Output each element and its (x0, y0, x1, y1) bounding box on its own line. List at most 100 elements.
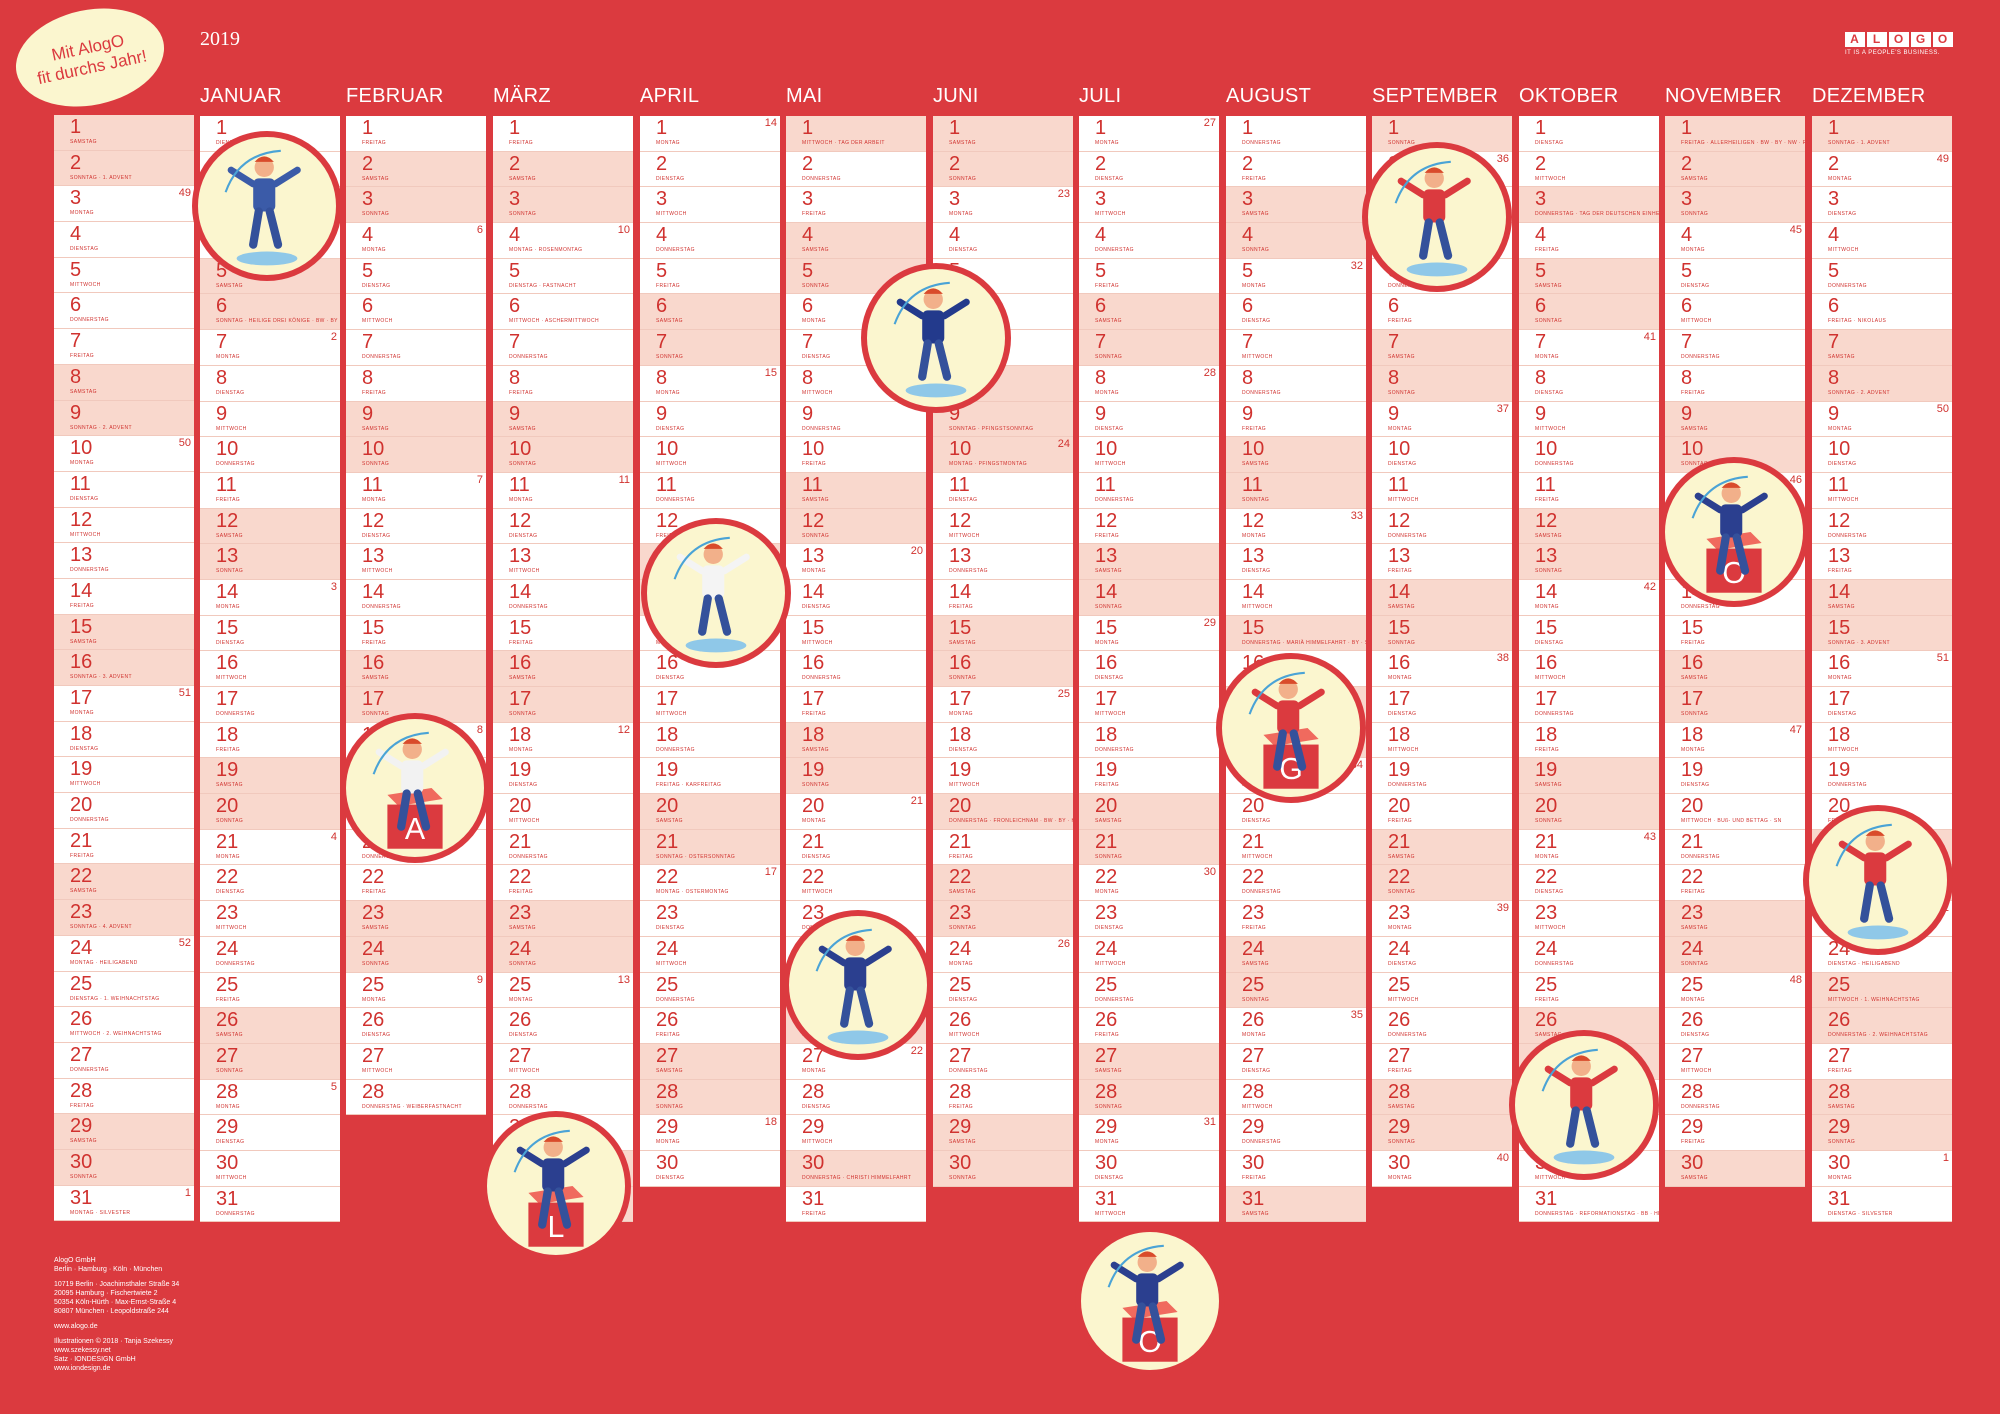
day-cell[interactable]: 19 SONNTAG (786, 758, 926, 795)
day-cell[interactable]: 2 SAMSTAG (493, 151, 633, 188)
day-cell[interactable]: 21 MITTWOCH (1226, 829, 1366, 866)
day-cell[interactable]: 27 DONNERSTAG (54, 1042, 194, 1079)
day-cell[interactable]: 26 DIENSTAG (346, 1008, 486, 1044)
day-cell[interactable]: 23 FREITAG (1226, 901, 1366, 937)
day-cell[interactable]: 10 DIENSTAG (1372, 437, 1512, 473)
day-cell[interactable]: 9 DIENSTAG (640, 401, 780, 438)
day-cell[interactable]: 30 DONNERSTAG · CHRISTI HIMMELFAHRT (786, 1150, 926, 1187)
day-cell[interactable]: 12 SAMSTAG (200, 508, 340, 545)
day-cell[interactable]: 22 FREITAG (493, 865, 633, 902)
day-cell[interactable]: 11 DONNERSTAG (640, 472, 780, 509)
day-cell[interactable]: 1 MONTAG 14 (640, 116, 780, 152)
day-cell[interactable]: 5 DIENSTAG (1665, 258, 1805, 295)
day-cell[interactable]: 28 DONNERSTAG · WEIBERFASTNACHT (346, 1079, 486, 1116)
day-cell[interactable]: 13 FREITAG (1372, 544, 1512, 580)
day-cell[interactable]: 6 SONNTAG · HEILIGE DREI KÖNIGE · BW · BY… (200, 294, 340, 331)
day-cell[interactable]: 4 DIENSTAG (933, 223, 1073, 259)
day-cell[interactable]: 15 SONNTAG · 3. ADVENT (1812, 615, 1952, 652)
day-cell[interactable]: 8 MONTAG 28 (1079, 365, 1219, 402)
day-cell[interactable]: 1 MONTAG 27 (1079, 116, 1219, 152)
day-cell[interactable]: 6 SAMSTAG (640, 294, 780, 331)
day-cell[interactable]: 8 SONNTAG (1372, 365, 1512, 402)
day-cell[interactable]: 24 DONNERSTAG (200, 936, 340, 973)
day-cell[interactable]: 1 DIENSTAG (1519, 116, 1659, 152)
day-cell[interactable]: 16 SAMSTAG (493, 651, 633, 687)
day-cell[interactable]: 23 MITTWOCH (1519, 901, 1659, 937)
day-cell[interactable]: 31 FREITAG (786, 1186, 926, 1223)
day-cell[interactable]: 16 SONNTAG · 3. ADVENT (54, 650, 194, 686)
day-cell[interactable]: 9 MONTAG 50 (1812, 401, 1952, 438)
day-cell[interactable]: 19 FREITAG · KARFREITAG (640, 758, 780, 795)
day-cell[interactable]: 11 FREITAG (200, 472, 340, 509)
day-cell[interactable]: 16 DONNERSTAG (786, 651, 926, 687)
day-cell[interactable]: 17 SONNTAG (1665, 687, 1805, 723)
day-cell[interactable]: 18 DIENSTAG (933, 722, 1073, 759)
day-cell[interactable]: 24 MONTAG 26 (933, 936, 1073, 973)
day-cell[interactable]: 4 DONNERSTAG (1079, 223, 1219, 259)
day-cell[interactable]: 6 DIENSTAG (1226, 294, 1366, 331)
day-cell[interactable]: 7 SAMSTAG (1372, 330, 1512, 366)
day-cell[interactable]: 25 DONNERSTAG (640, 972, 780, 1009)
day-cell[interactable]: 26 DIENSTAG (493, 1008, 633, 1044)
day-cell[interactable]: 20 SAMSTAG (1079, 794, 1219, 830)
day-cell[interactable]: 17 MITTWOCH (640, 687, 780, 723)
day-cell[interactable]: 24 MITTWOCH (1079, 936, 1219, 973)
day-cell[interactable]: 25 DIENSTAG (933, 972, 1073, 1009)
day-cell[interactable]: 29 MONTAG 18 (640, 1115, 780, 1151)
day-cell[interactable]: 28 DIENSTAG (786, 1079, 926, 1116)
day-cell[interactable]: 23 SAMSTAG (493, 901, 633, 937)
day-cell[interactable]: 11 DONNERSTAG (1079, 472, 1219, 509)
day-cell[interactable]: 21 DIENSTAG (786, 829, 926, 866)
day-cell[interactable]: 25 MONTAG 13 (493, 972, 633, 1009)
day-cell[interactable]: 19 DONNERSTAG (1372, 758, 1512, 795)
day-cell[interactable]: 28 DONNERSTAG (1665, 1079, 1805, 1116)
day-cell[interactable]: 19 SAMSTAG (1519, 758, 1659, 795)
day-cell[interactable]: 29 MITTWOCH (786, 1115, 926, 1151)
day-cell[interactable]: 28 FREITAG (54, 1078, 194, 1115)
day-cell[interactable]: 16 SAMSTAG (346, 651, 486, 687)
day-cell[interactable]: 30 SONNTAG (54, 1149, 194, 1186)
day-cell[interactable]: 26 FREITAG (640, 1008, 780, 1044)
day-cell[interactable]: 24 MONTAG · HEILIGABEND 52 (54, 935, 194, 972)
day-cell[interactable]: 28 SAMSTAG (1812, 1079, 1952, 1116)
day-cell[interactable]: 18 MITTWOCH (1812, 722, 1952, 759)
day-cell[interactable]: 26 DONNERSTAG · 2. WEIHNACHTSTAG (1812, 1008, 1952, 1044)
day-cell[interactable]: 3 SONNTAG (346, 187, 486, 224)
day-cell[interactable]: 9 MITTWOCH (200, 401, 340, 438)
day-cell[interactable]: 26 MONTAG 35 (1226, 1008, 1366, 1044)
day-cell[interactable]: 15 MONTAG 29 (1079, 615, 1219, 652)
day-cell[interactable]: 11 MITTWOCH (1812, 472, 1952, 509)
day-cell[interactable]: 18 DIENSTAG (54, 721, 194, 758)
day-cell[interactable]: 11 SAMSTAG (786, 472, 926, 509)
day-cell[interactable]: 11 MITTWOCH (1372, 472, 1512, 509)
day-cell[interactable]: 7 SONNTAG (640, 330, 780, 366)
day-cell[interactable]: 14 FREITAG (933, 579, 1073, 616)
day-cell[interactable]: 13 SONNTAG (1519, 544, 1659, 580)
day-cell[interactable]: 10 SONNTAG (346, 437, 486, 473)
day-cell[interactable]: 2 MONTAG 49 (1812, 151, 1952, 188)
day-cell[interactable]: 15 SAMSTAG (54, 614, 194, 651)
day-cell[interactable]: 3 MONTAG 49 (54, 186, 194, 223)
day-cell[interactable]: 27 FREITAG (1372, 1043, 1512, 1080)
day-cell[interactable]: 21 MONTAG 43 (1519, 829, 1659, 866)
day-cell[interactable]: 1 SONNTAG · 1. ADVENT (1812, 116, 1952, 152)
day-cell[interactable]: 3 SAMSTAG (1226, 187, 1366, 224)
day-cell[interactable]: 28 SONNTAG (640, 1079, 780, 1116)
day-cell[interactable]: 28 DONNERSTAG (493, 1079, 633, 1116)
day-cell[interactable]: 16 MITTWOCH (200, 651, 340, 687)
day-cell[interactable]: 16 MONTAG 38 (1372, 651, 1512, 687)
day-cell[interactable]: 29 SONNTAG (1372, 1115, 1512, 1151)
